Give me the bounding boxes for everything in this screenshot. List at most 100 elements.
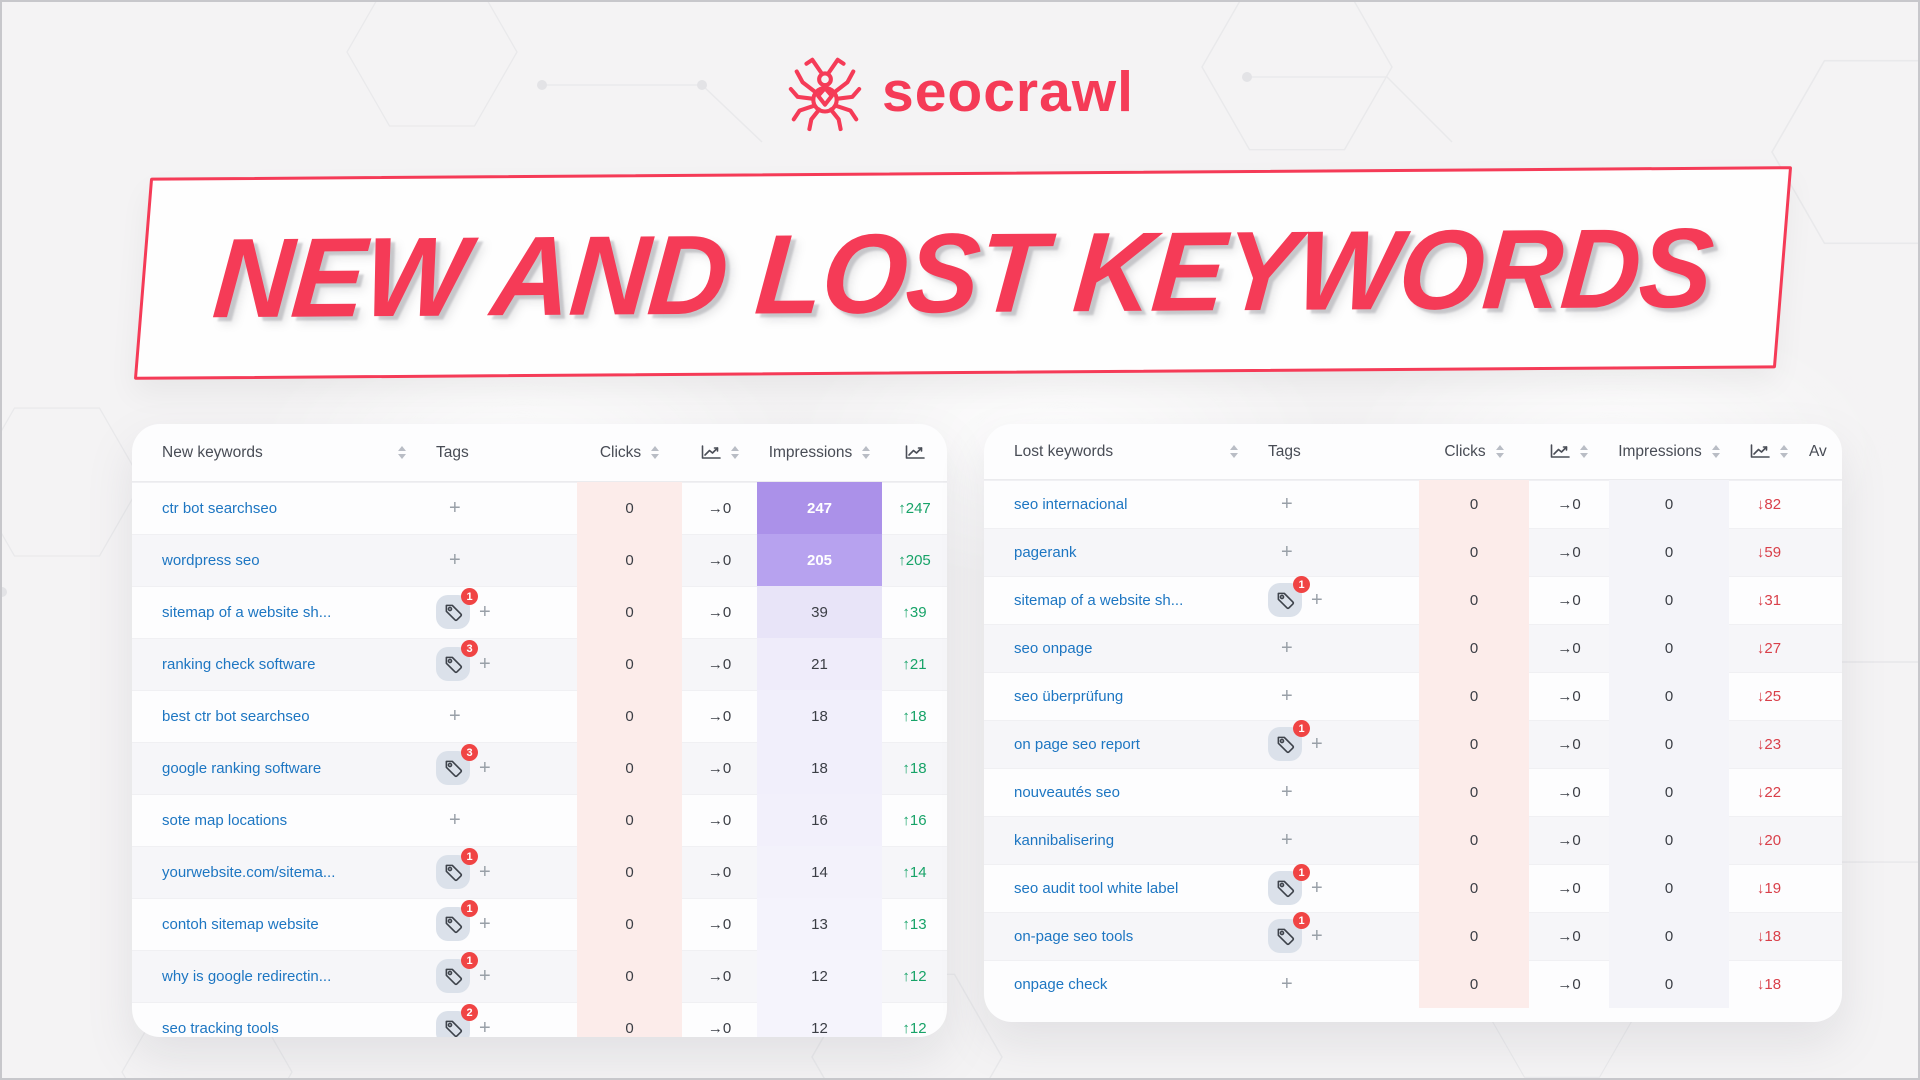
column-header-lost-keywords[interactable]: Lost keywords — [984, 424, 1254, 479]
tag-chip[interactable]: 3 — [436, 640, 478, 681]
tag-chip[interactable]: 1 — [436, 848, 478, 889]
table-row[interactable]: nouveautés seo + 0 →0 0 ↓22 — [984, 768, 1842, 816]
table-row[interactable]: yourwebsite.com/sitema... 1 + 0 →0 14 ↑1… — [132, 846, 947, 898]
add-tag-button[interactable]: + — [449, 705, 461, 727]
add-tag-button[interactable]: + — [1311, 589, 1323, 611]
add-tag-button[interactable]: + — [1281, 541, 1293, 563]
sort-icon[interactable] — [1711, 445, 1720, 458]
table-row[interactable]: seo überprüfung + 0 →0 0 ↓25 — [984, 672, 1842, 720]
keyword-link[interactable]: kannibalisering — [1014, 831, 1115, 849]
add-tag-button[interactable]: + — [1281, 637, 1293, 659]
table-row[interactable]: onpage check + 0 →0 0 ↓18 — [984, 960, 1842, 1008]
add-tag-button[interactable]: + — [1281, 829, 1293, 851]
table-row[interactable]: sitemap of a website sh... 1 + 0 →0 39 ↑… — [132, 586, 947, 638]
keyword-link[interactable]: nouveautés seo — [1014, 783, 1120, 801]
table-row[interactable]: kannibalisering + 0 →0 0 ↓20 — [984, 816, 1842, 864]
keyword-link[interactable]: wordpress seo — [162, 551, 260, 569]
tags-cell: + — [422, 690, 577, 742]
column-header-clicks-trend[interactable] — [682, 424, 757, 481]
sort-icon[interactable] — [730, 446, 739, 459]
table-row[interactable]: why is google redirectin... 1 + 0 →0 12 … — [132, 950, 947, 1002]
add-tag-button[interactable]: + — [449, 497, 461, 519]
keyword-link[interactable]: contoh sitemap website — [162, 915, 319, 933]
add-tag-button[interactable]: + — [479, 1017, 491, 1037]
column-header-impressions[interactable]: Impressions — [757, 424, 882, 481]
table-row[interactable]: google ranking software 3 + 0 →0 18 ↑18 — [132, 742, 947, 794]
add-tag-button[interactable]: + — [1281, 781, 1293, 803]
table-row[interactable]: contoh sitemap website 1 + 0 →0 13 ↑13 — [132, 898, 947, 950]
tag-chip[interactable]: 1 — [436, 900, 478, 941]
table-row[interactable]: on page seo report 1 + 0 →0 0 ↓23 — [984, 720, 1842, 768]
table-row[interactable]: ctr bot searchseo + 0 →0 247 ↑247 — [132, 482, 947, 534]
keyword-link[interactable]: ranking check software — [162, 655, 316, 673]
add-tag-button[interactable]: + — [479, 861, 491, 883]
sort-icon[interactable] — [1495, 445, 1504, 458]
add-tag-button[interactable]: + — [1311, 733, 1323, 755]
table-row[interactable]: seo audit tool white label 1 + 0 →0 0 ↓1… — [984, 864, 1842, 912]
keyword-link[interactable]: seo onpage — [1014, 639, 1093, 657]
keyword-link[interactable]: ctr bot searchseo — [162, 499, 278, 517]
keyword-link[interactable]: why is google redirectin... — [162, 967, 332, 985]
tag-chip[interactable]: 1 — [1268, 912, 1310, 953]
add-tag-button[interactable]: + — [479, 913, 491, 935]
table-row[interactable]: seo tracking tools 2 + 0 →0 12 ↑12 — [132, 1002, 947, 1037]
column-header-clicks[interactable]: Clicks — [1419, 424, 1529, 479]
add-tag-button[interactable]: + — [479, 965, 491, 987]
keyword-link[interactable]: on-page seo tools — [1014, 927, 1134, 945]
add-tag-button[interactable]: + — [449, 549, 461, 571]
sort-icon[interactable] — [1230, 445, 1238, 458]
keyword-link[interactable]: seo überprüfung — [1014, 687, 1124, 705]
keyword-link[interactable]: best ctr bot searchseo — [162, 707, 310, 725]
sort-icon[interactable] — [651, 446, 660, 459]
keyword-link[interactable]: on page seo report — [1014, 735, 1140, 753]
keyword-link[interactable]: sitemap of a website sh... — [1014, 591, 1184, 609]
column-header-new-keywords[interactable]: New keywords — [132, 424, 422, 481]
tag-chip[interactable]: 1 — [1268, 720, 1310, 761]
add-tag-button[interactable]: + — [449, 809, 461, 831]
keyword-link[interactable]: yourwebsite.com/sitema... — [162, 863, 336, 881]
tag-chip[interactable]: 1 — [1268, 864, 1310, 905]
add-tag-button[interactable]: + — [1311, 925, 1323, 947]
table-row[interactable]: seo onpage + 0 →0 0 ↓27 — [984, 624, 1842, 672]
table-row[interactable]: sote map locations + 0 →0 16 ↑16 — [132, 794, 947, 846]
column-header-avg-clipped[interactable]: Av — [1809, 424, 1842, 479]
sort-icon[interactable] — [398, 446, 406, 459]
keyword-link[interactable]: sitemap of a website sh... — [162, 603, 332, 621]
table-row[interactable]: best ctr bot searchseo + 0 →0 18 ↑18 — [132, 690, 947, 742]
tag-chip[interactable]: 1 — [436, 952, 478, 993]
keyword-link[interactable]: sote map locations — [162, 811, 288, 829]
add-tag-button[interactable]: + — [1311, 877, 1323, 899]
keyword-link[interactable]: google ranking software — [162, 759, 322, 777]
keyword-link[interactable]: seo audit tool white label — [1014, 879, 1179, 897]
tag-chip[interactable]: 3 — [436, 744, 478, 785]
column-header-impressions-trend[interactable] — [882, 424, 947, 481]
keyword-link[interactable]: pagerank — [1014, 543, 1077, 561]
column-header-impressions[interactable]: Impressions — [1609, 424, 1729, 479]
table-row[interactable]: sitemap of a website sh... 1 + 0 →0 0 ↓3… — [984, 576, 1842, 624]
table-row[interactable]: ranking check software 3 + 0 →0 21 ↑21 — [132, 638, 947, 690]
add-tag-button[interactable]: + — [1281, 685, 1293, 707]
add-tag-button[interactable]: + — [1281, 973, 1293, 995]
tag-chip[interactable]: 1 — [1268, 576, 1310, 617]
table-row[interactable]: on-page seo tools 1 + 0 →0 0 ↓18 — [984, 912, 1842, 960]
keyword-link[interactable]: onpage check — [1014, 975, 1108, 993]
sort-icon[interactable] — [1780, 445, 1788, 458]
tag-count-badge: 2 — [461, 1004, 478, 1021]
add-tag-button[interactable]: + — [1281, 493, 1293, 515]
tag-chip[interactable]: 2 — [436, 1004, 478, 1037]
tag-chip[interactable]: 1 — [436, 588, 478, 629]
table-row[interactable]: wordpress seo + 0 →0 205 ↑205 — [132, 534, 947, 586]
column-header-clicks-trend[interactable] — [1529, 424, 1609, 479]
column-header-impressions-trend[interactable] — [1729, 424, 1809, 479]
sort-icon[interactable] — [862, 446, 871, 459]
table-row[interactable]: pagerank + 0 →0 0 ↓59 — [984, 528, 1842, 576]
column-header-clicks[interactable]: Clicks — [577, 424, 682, 481]
keyword-link[interactable]: seo internacional — [1014, 495, 1128, 513]
trend-chart-icon — [905, 445, 925, 459]
keyword-link[interactable]: seo tracking tools — [162, 1019, 279, 1037]
table-row[interactable]: seo internacional + 0 →0 0 ↓82 — [984, 480, 1842, 528]
sort-icon[interactable] — [1580, 445, 1588, 458]
add-tag-button[interactable]: + — [479, 653, 491, 675]
add-tag-button[interactable]: + — [479, 601, 491, 623]
add-tag-button[interactable]: + — [479, 757, 491, 779]
